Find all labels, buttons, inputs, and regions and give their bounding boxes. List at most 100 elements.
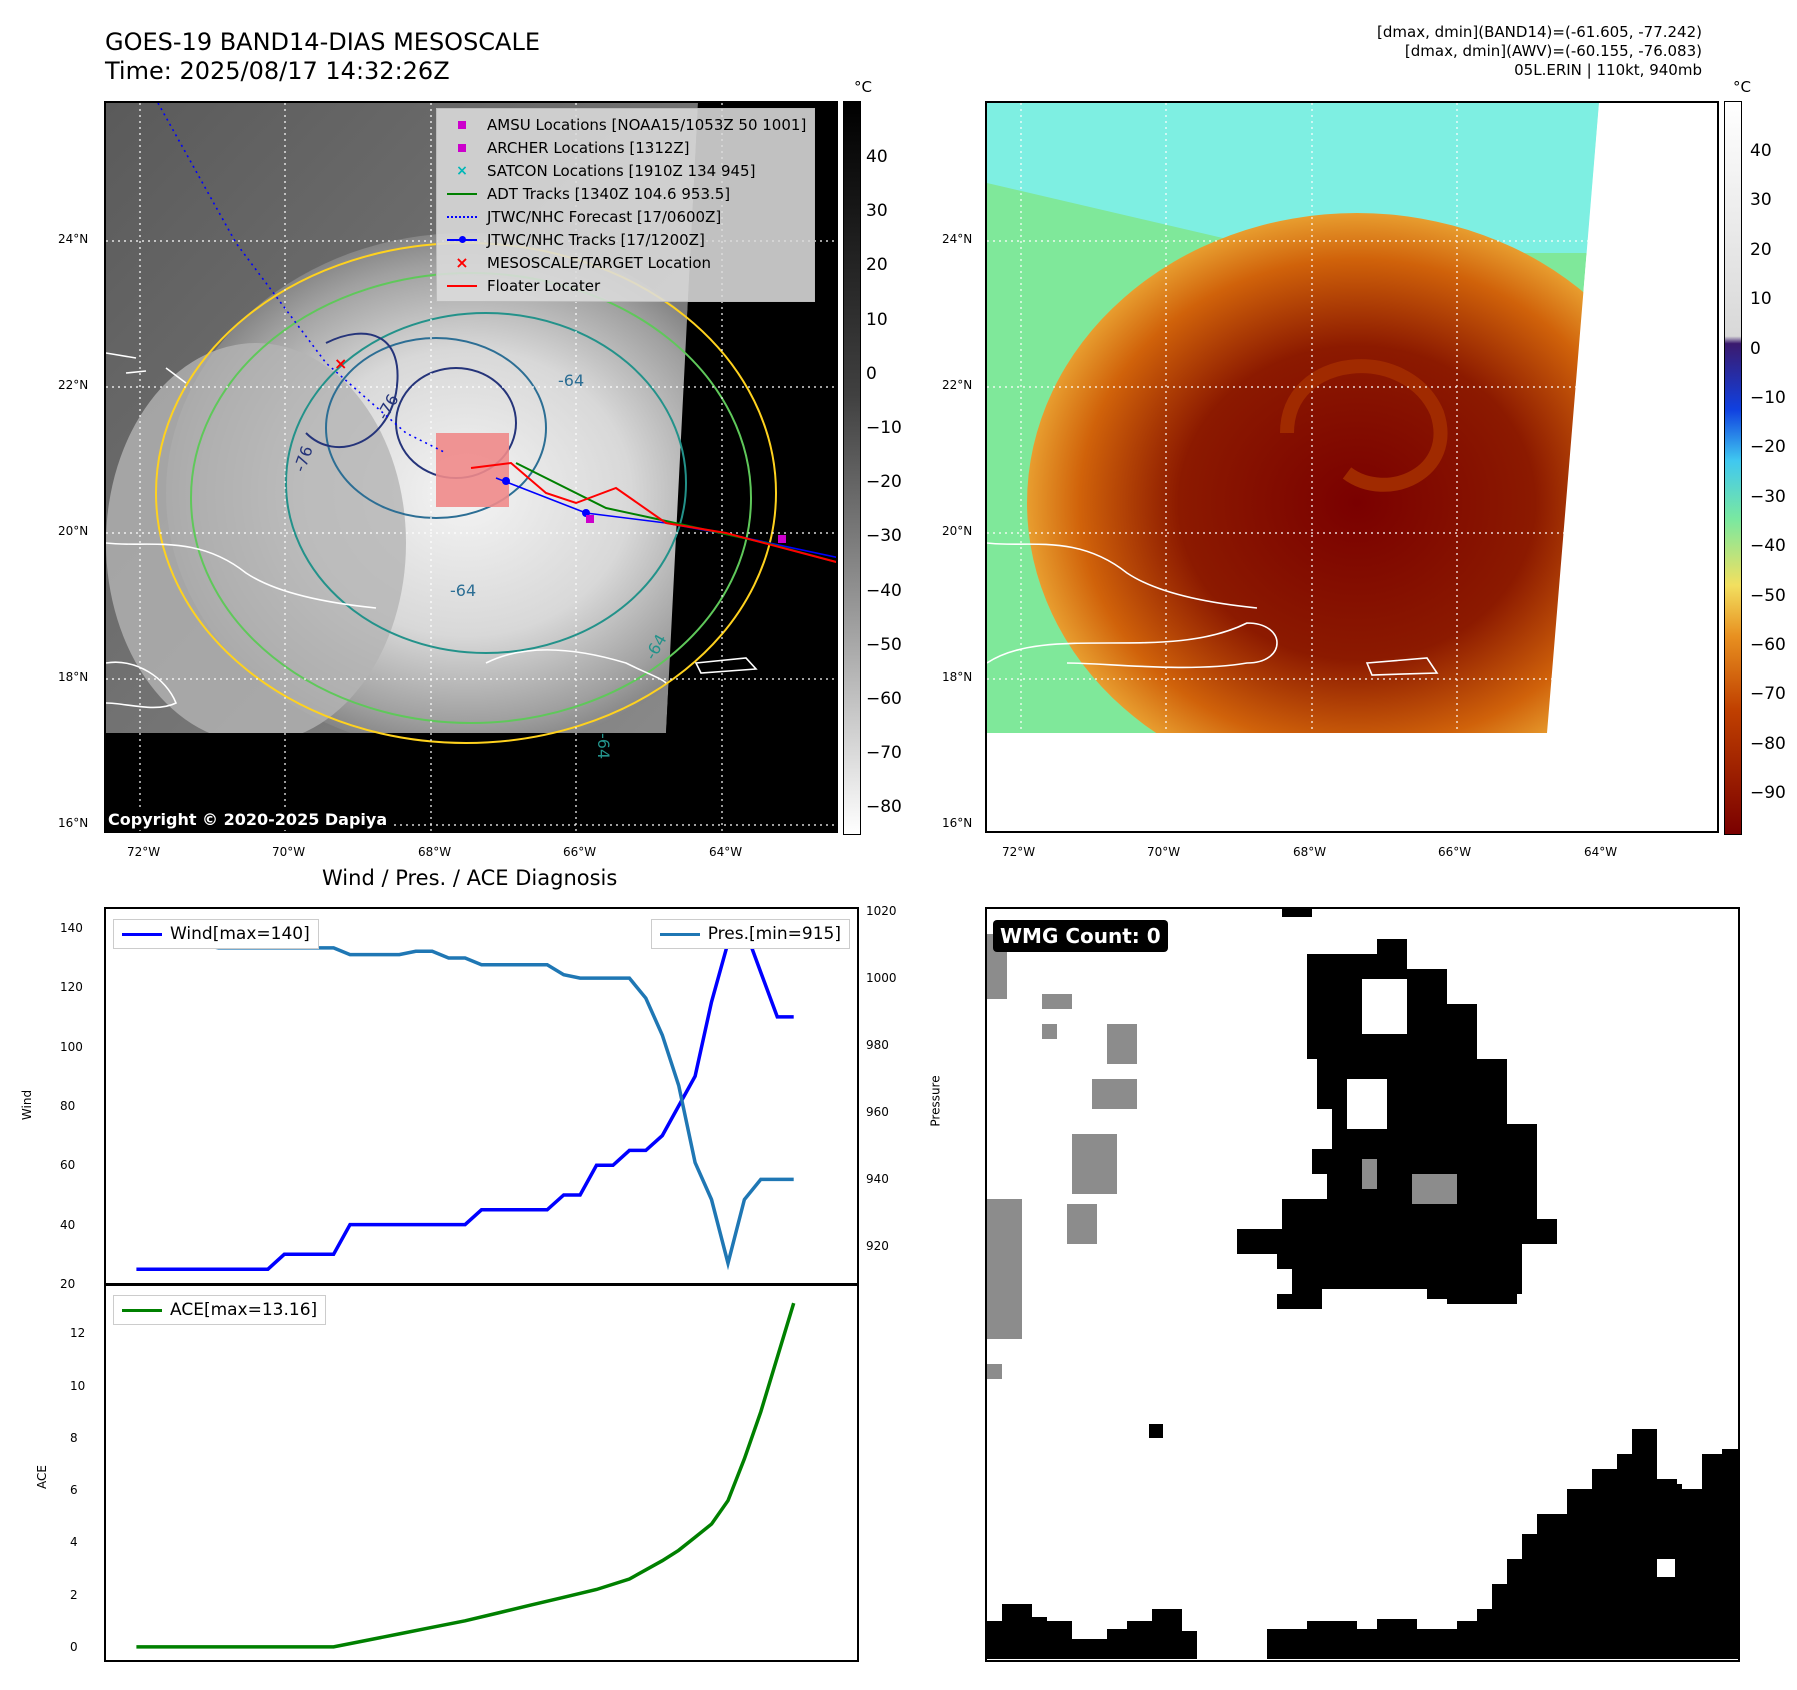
- wind-legend: Wind[max=140]: [113, 919, 319, 949]
- lat-label: 18°N: [58, 670, 89, 684]
- contour-label: -64: [450, 581, 476, 600]
- magenta-square-icon: [458, 120, 466, 129]
- archer-marker: [778, 535, 786, 543]
- awv-map-panel: [985, 101, 1719, 833]
- y-tick-label: 120: [60, 980, 83, 995]
- legend-entry: × MESOSCALE/TARGET Location: [445, 251, 806, 274]
- lon-label: 70°W: [1147, 845, 1181, 859]
- wind-pres-plot: [136, 922, 794, 1271]
- amsu-marker: [586, 515, 594, 523]
- coast-cuba: [106, 542, 377, 609]
- y-tick-label: 2: [70, 1587, 78, 1602]
- lon-label: 68°W: [418, 845, 452, 859]
- colorbar-tick-label: 30: [1750, 190, 1772, 211]
- y-tick-label: 40: [60, 1217, 76, 1232]
- y-tick-label: 8: [70, 1430, 78, 1445]
- wmg-holes: [1347, 979, 1692, 1577]
- contour-label: -64: [558, 371, 584, 390]
- green-line-icon: [122, 1308, 162, 1312]
- colorbar-tick-label: −20: [1750, 437, 1786, 458]
- coast-puerto-rico: [1365, 657, 1439, 676]
- lat-label: 20°N: [58, 524, 89, 538]
- series-line: [136, 922, 794, 1271]
- lat-label: 22°N: [58, 378, 89, 392]
- legend-label: ADT Tracks [1340Z 104.6 953.5]: [487, 184, 731, 203]
- wind-pres-panel: Wind[max=140] Pres.[min=915]: [104, 907, 859, 1286]
- colorbar-tick-label: −50: [866, 634, 902, 655]
- colorbar-tick-label: 40: [866, 147, 888, 167]
- y-tick-label: 1000: [866, 971, 897, 986]
- lon-label: 72°W: [1002, 845, 1036, 859]
- awv-swath-mask: [987, 103, 1717, 831]
- wmg-gray-cells: [987, 934, 1457, 1379]
- colorbar-tick-label: −50: [1750, 585, 1786, 606]
- ace-axis-label: ACE: [34, 1465, 49, 1489]
- lat-label: 22°N: [942, 378, 973, 392]
- map-legend: AMSU Locations [NOAA15/1053Z 50 1001] AR…: [436, 108, 816, 302]
- colorbar-unit: °C: [854, 78, 872, 96]
- copyright-notice: Copyright © 2020-2025 Dapiya: [104, 809, 392, 830]
- lon-label: 64°W: [709, 845, 743, 859]
- legend-entry: ARCHER Locations [1312Z]: [445, 136, 806, 159]
- wind-axis-label: Wind: [20, 1089, 35, 1121]
- y-tick-label: 20: [60, 1277, 76, 1291]
- contour-cold-ring: [305, 332, 399, 449]
- cloud-band-west: [106, 343, 406, 743]
- colorbar-tick-label: 10: [866, 309, 888, 330]
- title-line-2: Time: 2025/08/17 14:32:26Z: [105, 57, 450, 85]
- lon-label: 66°W: [1438, 845, 1472, 859]
- lon-label: 72°W: [127, 845, 161, 859]
- red-x-icon: ×: [455, 253, 469, 272]
- colorbar-tick-label: −30: [866, 526, 902, 547]
- y-tick-label: 940: [866, 1172, 889, 1187]
- cyan-x-icon: ×: [456, 162, 468, 179]
- lat-label: 24°N: [942, 232, 973, 246]
- colorbar-tick-label: 20: [866, 255, 888, 276]
- y-tick-label: 80: [60, 1098, 76, 1113]
- wmg-count-badge: WMG Count: 0: [993, 920, 1168, 952]
- legend-entry: AMSU Locations [NOAA15/1053Z 50 1001]: [445, 113, 806, 136]
- grayscale-colorbar: [843, 101, 861, 835]
- coast-bahamas: [106, 352, 187, 384]
- colorbar-tick-label: −20: [866, 472, 902, 493]
- contour-core-outer: [325, 337, 547, 519]
- y-tick-label: 1020: [866, 904, 897, 918]
- lat-label: 16°N: [942, 816, 973, 830]
- y-tick-label: 60: [60, 1158, 76, 1173]
- gridlines: [987, 103, 1717, 831]
- colorbar-tick-label: −40: [1750, 536, 1786, 557]
- ace-legend-label: ACE[max=13.16]: [170, 1300, 318, 1320]
- legend-entry: ADT Tracks [1340Z 104.6 953.5]: [445, 182, 806, 205]
- green-line-icon: [447, 192, 477, 195]
- colorbar-tick-label: −80: [866, 797, 902, 818]
- legend-entry: × SATCON Locations [1910Z 134 945]: [445, 159, 806, 182]
- awv-eye-spiral: [1280, 359, 1448, 492]
- legend-label: JTWC/NHC Forecast [17/0600Z]: [487, 207, 722, 226]
- colorbar-tick-label: 10: [1750, 289, 1772, 310]
- colorbar-tick-label: −70: [1750, 684, 1786, 705]
- wind-legend-label: Wind[max=140]: [170, 924, 310, 944]
- title-line-1: GOES-19 BAND14-DIAS MESOSCALE: [105, 28, 541, 56]
- y-tick-label: 10: [70, 1378, 86, 1393]
- colorbar-tick-label: 40: [1750, 141, 1772, 161]
- awv-map-svg: [987, 103, 1717, 831]
- stat-line-2: [dmax, dmin](AWV)=(-60.155, -76.083): [1404, 42, 1702, 60]
- legend-entry: JTWC/NHC Tracks [17/1200Z]: [445, 228, 806, 251]
- pres-legend: Pres.[min=915]: [650, 919, 850, 949]
- legend-label: SATCON Locations [1910Z 134 945]: [487, 161, 756, 180]
- pressure-axis-label: Pressure: [928, 1075, 943, 1127]
- ace-legend: ACE[max=13.16]: [113, 1295, 327, 1325]
- wmg-cold-cloud-mass: [987, 909, 1738, 1659]
- lon-label: 68°W: [1293, 845, 1327, 859]
- coastlines: [987, 542, 1439, 676]
- y-tick-label: 980: [866, 1038, 889, 1053]
- colorbar-tick-label: 20: [1750, 239, 1772, 260]
- diagnosis-title: Wind / Pres. / ACE Diagnosis: [322, 866, 618, 890]
- lon-label: 66°W: [563, 845, 597, 859]
- magenta-square-icon: [458, 143, 466, 152]
- stat-block: [dmax, dmin](BAND14)=(-61.605, -77.242) …: [1377, 23, 1702, 80]
- blue-line-dot-icon: [447, 235, 477, 243]
- legend-label: MESOSCALE/TARGET Location: [487, 253, 712, 272]
- lon-label: 64°W: [1584, 845, 1618, 859]
- legend-entry: JTWC/NHC Forecast [17/0600Z]: [445, 205, 806, 228]
